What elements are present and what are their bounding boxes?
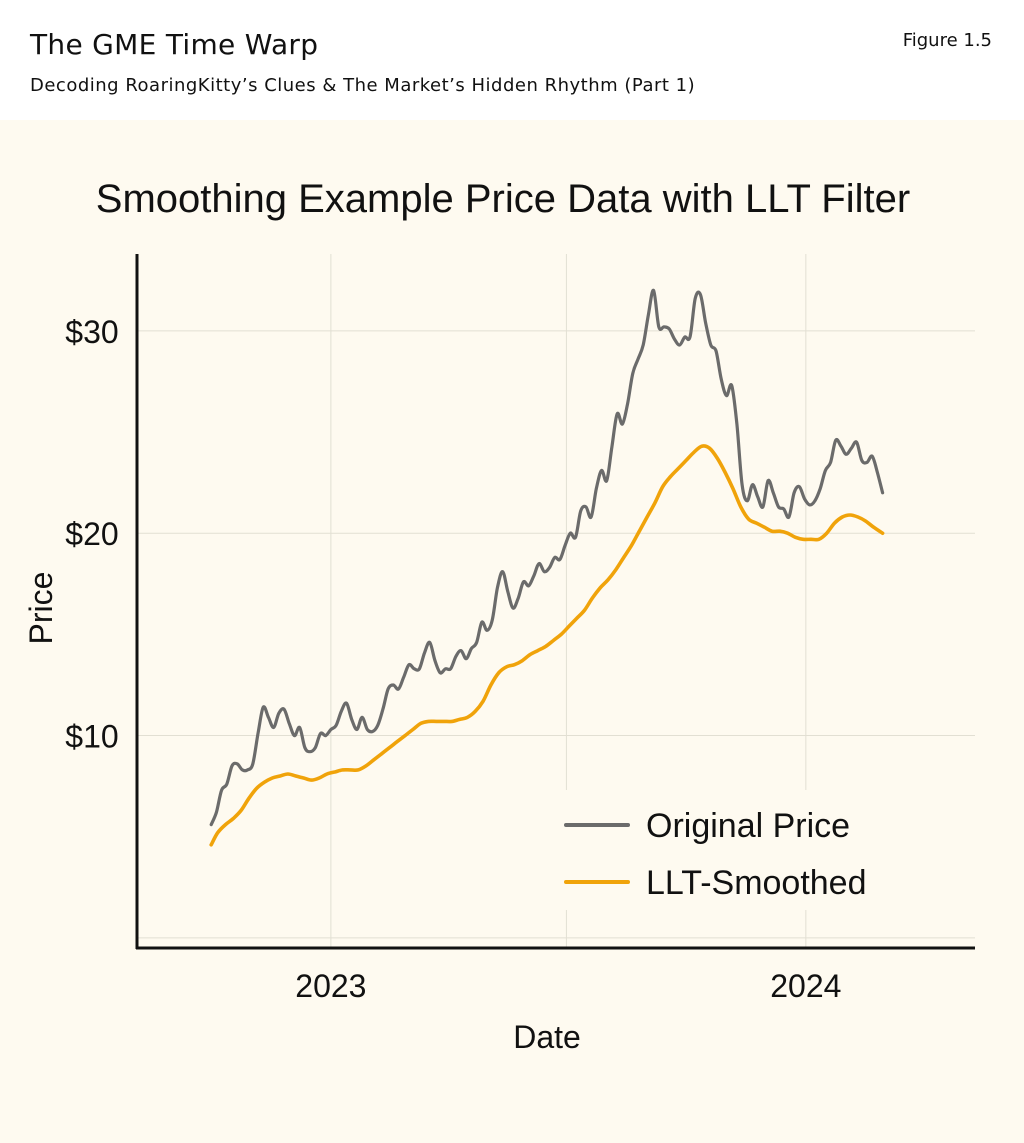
series-line-original-price — [209, 288, 885, 827]
y-tick-label: $10 — [65, 719, 118, 755]
x-axis-label: Date — [513, 1019, 581, 1055]
series-line-llt-smoothed — [209, 444, 885, 847]
y-axis-label: Price — [23, 572, 59, 645]
legend-label-llt-smoothed: LLT-Smoothed — [646, 864, 867, 902]
legend: Original Price LLT-Smoothed — [530, 790, 910, 910]
tick-labels: $10 $20 $30 2023 2024 — [65, 314, 841, 1004]
x-tick-label: 2024 — [770, 968, 841, 1004]
figure-number-label: Figure 1.5 — [902, 30, 992, 51]
series-lines — [209, 288, 885, 847]
y-tick-label: $20 — [65, 516, 118, 552]
chart-title: Smoothing Example Price Data with LLT Fi… — [96, 177, 910, 221]
legend-label-original-price: Original Price — [646, 807, 850, 845]
y-tick-label: $30 — [65, 314, 118, 350]
chart-panel — [0, 120, 1024, 1143]
figure-subtitle: Decoding RoaringKitty’s Clues & The Mark… — [30, 75, 696, 96]
legend-background — [530, 790, 910, 910]
x-tick-label: 2023 — [295, 968, 366, 1004]
figure-title: The GME Time Warp — [30, 28, 319, 61]
figure-header: The GME Time Warp Decoding RoaringKitty’… — [0, 0, 1024, 120]
